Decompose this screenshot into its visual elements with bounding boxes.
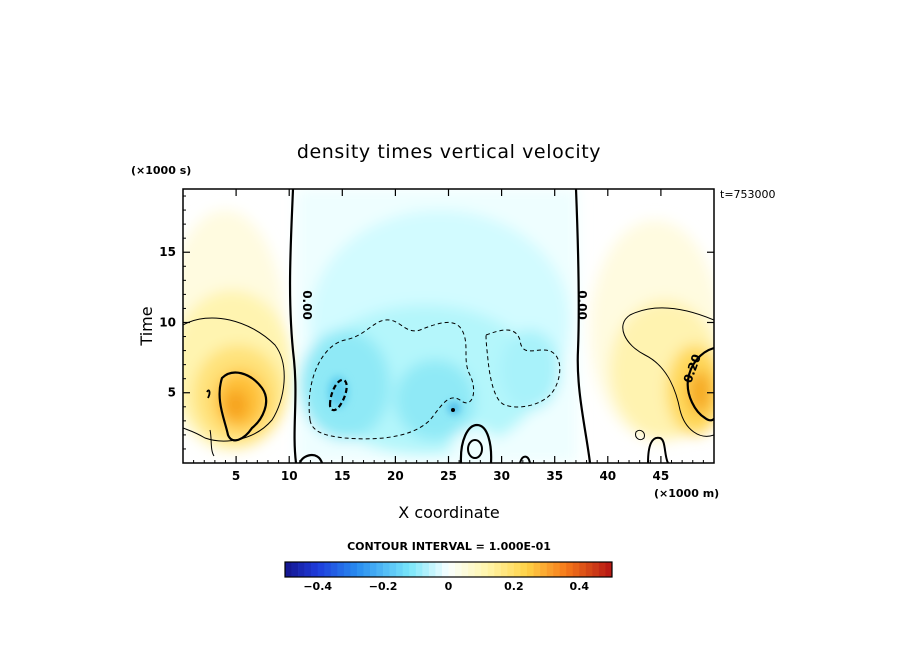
colorbar-swatch — [376, 562, 384, 577]
colorbar-swatch — [311, 562, 318, 577]
colorbar-swatch — [592, 562, 600, 577]
x-tick-label: 40 — [599, 469, 616, 483]
colorbar-swatch — [304, 562, 312, 577]
colorbar-swatch — [415, 562, 423, 577]
x-axis-label: X coordinate — [398, 503, 499, 522]
colorbar-swatch — [317, 562, 325, 577]
colorbar — [284, 561, 613, 578]
y-axis-label: Time — [137, 306, 156, 346]
colorbar-tick-label: 0 — [445, 580, 453, 593]
colorbar-swatch — [343, 562, 351, 577]
contour-interval-text: CONTOUR INTERVAL = 1.000E-01 — [347, 540, 551, 553]
x-tick-label: 30 — [493, 469, 510, 483]
colorbar-swatch — [507, 562, 515, 577]
colorbar-swatch — [605, 562, 613, 577]
colorbar-swatch — [546, 562, 554, 577]
colorbar-tick-label: 0.2 — [504, 580, 524, 593]
y-unit-label: (×1000 s) — [131, 164, 191, 177]
colorbar-swatch — [487, 562, 495, 577]
colorbar-swatch — [448, 562, 456, 577]
x-tick-label: 5 — [232, 469, 240, 483]
colorbar-swatch — [553, 562, 560, 577]
y-tick-label: 10 — [159, 315, 176, 329]
colorbar-swatch — [422, 562, 430, 577]
x-tick-label: 15 — [334, 469, 351, 483]
colorbar-swatch — [389, 562, 397, 577]
time-annotation: t=753000 — [720, 188, 776, 201]
colorbar-swatch — [350, 562, 358, 577]
colorbar-swatch — [559, 562, 567, 577]
colorbar-swatch — [526, 562, 534, 577]
colorbar-swatch — [402, 562, 410, 577]
x-tick-label: 35 — [546, 469, 563, 483]
contour-field: 0.00 0.00 0.20 — [183, 189, 714, 463]
contour-label-zero-left: 0.00 — [300, 290, 314, 320]
colorbar-swatch — [356, 562, 364, 577]
colorbar-swatch — [441, 562, 449, 577]
colorbar-swatch — [409, 562, 417, 577]
colorbar-swatch — [330, 562, 338, 577]
colorbar-swatch — [533, 562, 541, 577]
colorbar-ticks: −0.4 −0.2 0 0.2 0.4 — [303, 580, 589, 593]
zero-contour-left — [288, 189, 298, 463]
colorbar-swatch — [435, 562, 443, 577]
colorbar-swatch — [396, 562, 404, 577]
x-tick-label: 10 — [281, 469, 298, 483]
zero-contour-right — [574, 189, 592, 463]
y-tick-label: 15 — [159, 245, 176, 259]
colorbar-tick-label: −0.2 — [369, 580, 398, 593]
colorbar-swatch — [566, 562, 574, 577]
colorbar-swatch — [585, 562, 593, 577]
colorbar-swatch — [481, 562, 489, 577]
colorbar-swatch — [363, 562, 371, 577]
colorbar-swatch — [298, 562, 305, 577]
x-axis-ticks: 5 10 15 20 25 30 35 40 45 — [193, 189, 704, 483]
colorbar-tick-label: −0.4 — [303, 580, 332, 593]
colorbar-swatch — [337, 562, 345, 577]
colorbar-frame — [284, 561, 613, 578]
colorbar-swatch — [428, 562, 436, 577]
colorbar-swatch — [474, 562, 482, 577]
x-tick-label: 25 — [440, 469, 457, 483]
colorbar-swatch — [468, 562, 475, 577]
colorbar-swatch — [455, 562, 462, 577]
x-tick-label: 20 — [387, 469, 404, 483]
chart-title: density times vertical velocity — [297, 141, 601, 163]
y-tick-label: 5 — [168, 386, 176, 400]
y-axis-ticks: 5 10 15 — [159, 195, 714, 450]
colorbar-swatch — [540, 562, 547, 577]
colorbar-swatch — [370, 562, 377, 577]
colorbar-swatch — [598, 562, 606, 577]
colorbar-swatch — [291, 562, 299, 577]
colorbar-swatch — [494, 562, 502, 577]
colorbar-swatch — [500, 562, 508, 577]
colorbar-swatch — [285, 562, 292, 577]
colorbar-swatch — [520, 562, 528, 577]
colorbar-tick-label: 0.4 — [570, 580, 590, 593]
colorbar-swatch — [572, 562, 580, 577]
x-tick-label: 45 — [653, 469, 670, 483]
contour-label-zero-right: 0.00 — [575, 290, 589, 320]
colorbar-swatch — [324, 562, 332, 577]
colorbar-swatch — [513, 562, 521, 577]
colorbar-swatch — [579, 562, 587, 577]
x-unit-label: (×1000 m) — [654, 487, 719, 500]
colorbar-swatch — [383, 562, 390, 577]
colorbar-swatch — [461, 562, 469, 577]
